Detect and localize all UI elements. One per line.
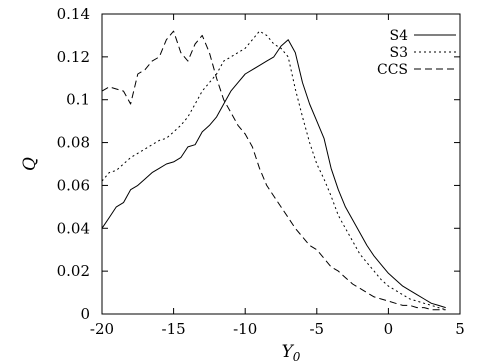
- tick-labels: -20 -15 -10 -5 0 5 0 0.02 0.04 0.06 0.08 0.1 0.12 0.1…: [57, 5, 465, 338]
- y-tick-label: 0.14: [57, 5, 90, 23]
- series-line-s4: [101, 39, 446, 309]
- y-tick-label: 0: [80, 305, 90, 323]
- legend-label-s3: S3: [390, 45, 409, 61]
- x-axis-title: Y0: [282, 342, 301, 364]
- legend-label-s4: S4: [390, 28, 409, 44]
- axis-titles: Y0Q: [20, 157, 301, 364]
- plot-border: [101, 13, 461, 315]
- plot-frame: [101, 13, 461, 315]
- legend-label-ccs: CCS: [377, 62, 408, 78]
- series-line-ccs: [101, 30, 446, 311]
- y-tick-label: 0.06: [57, 176, 90, 194]
- y-tick-label: 0.08: [57, 134, 90, 152]
- x-axis-title-base: Y: [282, 342, 295, 362]
- y-tick-label: 0.02: [57, 262, 90, 280]
- x-tick-label: -5: [309, 320, 324, 338]
- x-axis-title-subscript: 0: [293, 350, 301, 364]
- series-line-s3: [101, 30, 446, 311]
- x-tick-label: 5: [455, 320, 465, 338]
- x-tick-label: 0: [384, 320, 394, 338]
- x-tick-label: -15: [162, 320, 186, 338]
- axis-ticks: [101, 13, 461, 315]
- x-tick-label: -10: [233, 320, 257, 338]
- y-tick-label: 0.12: [57, 48, 90, 66]
- x-tick-label: -20: [90, 320, 114, 338]
- series-lines: [101, 30, 446, 311]
- y-axis-title: Q: [20, 157, 40, 171]
- y-tick-label: 0.04: [57, 219, 90, 237]
- y-tick-label: 0.1: [66, 91, 90, 109]
